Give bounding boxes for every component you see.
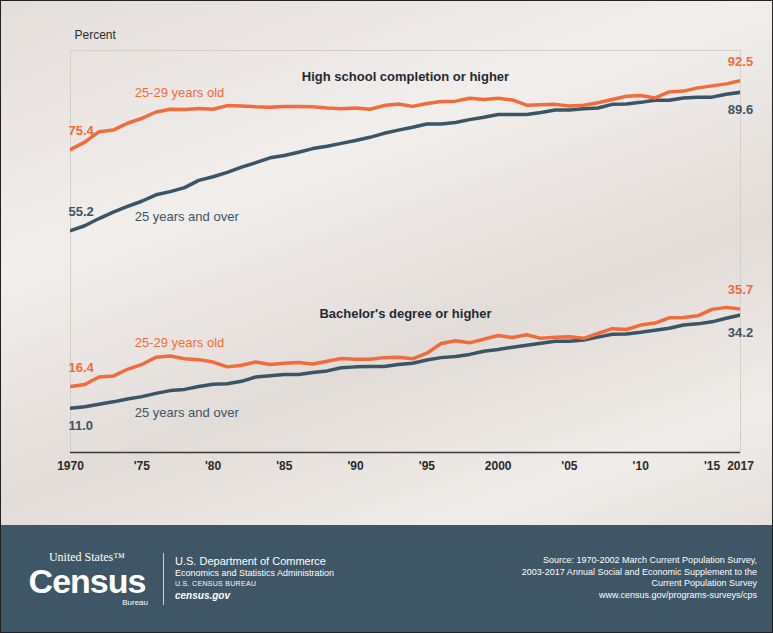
html-text:U.S. Department of Commerce: U.S. Department of Commerce [175,555,326,567]
html-text:census.gov: census.gov [175,590,230,601]
html-text:Source: 1970-2002 March Curren: Source: 1970-2002 March Current Populati… [543,555,757,565]
svg-text:2000: 2000 [485,459,512,473]
svg-text:'15: '15 [704,459,721,473]
svg-text:34.2: 34.2 [728,325,753,340]
html-text:2003-2017 Annual Social and Ec: 2003-2017 Annual Social and Economic Sup… [521,566,757,577]
html-text:United States™: United States™ [49,550,125,564]
svg-text:'95: '95 [419,459,436,473]
svg-text:1970: 1970 [57,459,84,473]
svg-text:25-29 years old: 25-29 years old [135,85,225,100]
html-text:Current Population Survey: Current Population Survey [651,578,757,588]
html-text:Census: Census [28,562,146,600]
svg-text:11.0: 11.0 [69,418,94,433]
svg-text:92.5: 92.5 [728,54,753,69]
svg-text:25-29 years old: 25-29 years old [135,335,225,350]
html-text:www.census.gov/programs-survey: www.census.gov/programs-surveys/cps [598,589,757,600]
svg-text:'10: '10 [633,459,650,473]
svg-text:25 years and over: 25 years and over [135,405,240,420]
html-text:Economics and Statistics Admin: Economics and Statistics Administration [175,568,335,578]
html-text:Bureau: Bureau [122,598,148,607]
svg-text:'80: '80 [205,459,222,473]
svg-text:75.4: 75.4 [69,123,95,138]
svg-text:16.4: 16.4 [69,360,95,375]
svg-text:25 years and over: 25 years and over [135,209,240,224]
svg-text:'85: '85 [276,459,293,473]
html-text:U.S. CENSUS BUREAU: U.S. CENSUS BUREAU [175,580,257,587]
svg-text:55.2: 55.2 [69,204,94,219]
svg-text:High school completion or high: High school completion or higher [302,68,509,83]
svg-text:Bachelor's degree or higher: Bachelor's degree or higher [319,306,491,321]
svg-text:Percent: Percent [75,28,117,42]
svg-text:35.7: 35.7 [728,282,753,297]
svg-text:'75: '75 [134,459,151,473]
svg-text:'05: '05 [561,459,578,473]
svg-text:'90: '90 [348,459,365,473]
svg-text:2017: 2017 [727,459,754,473]
svg-text:89.6: 89.6 [728,102,753,117]
